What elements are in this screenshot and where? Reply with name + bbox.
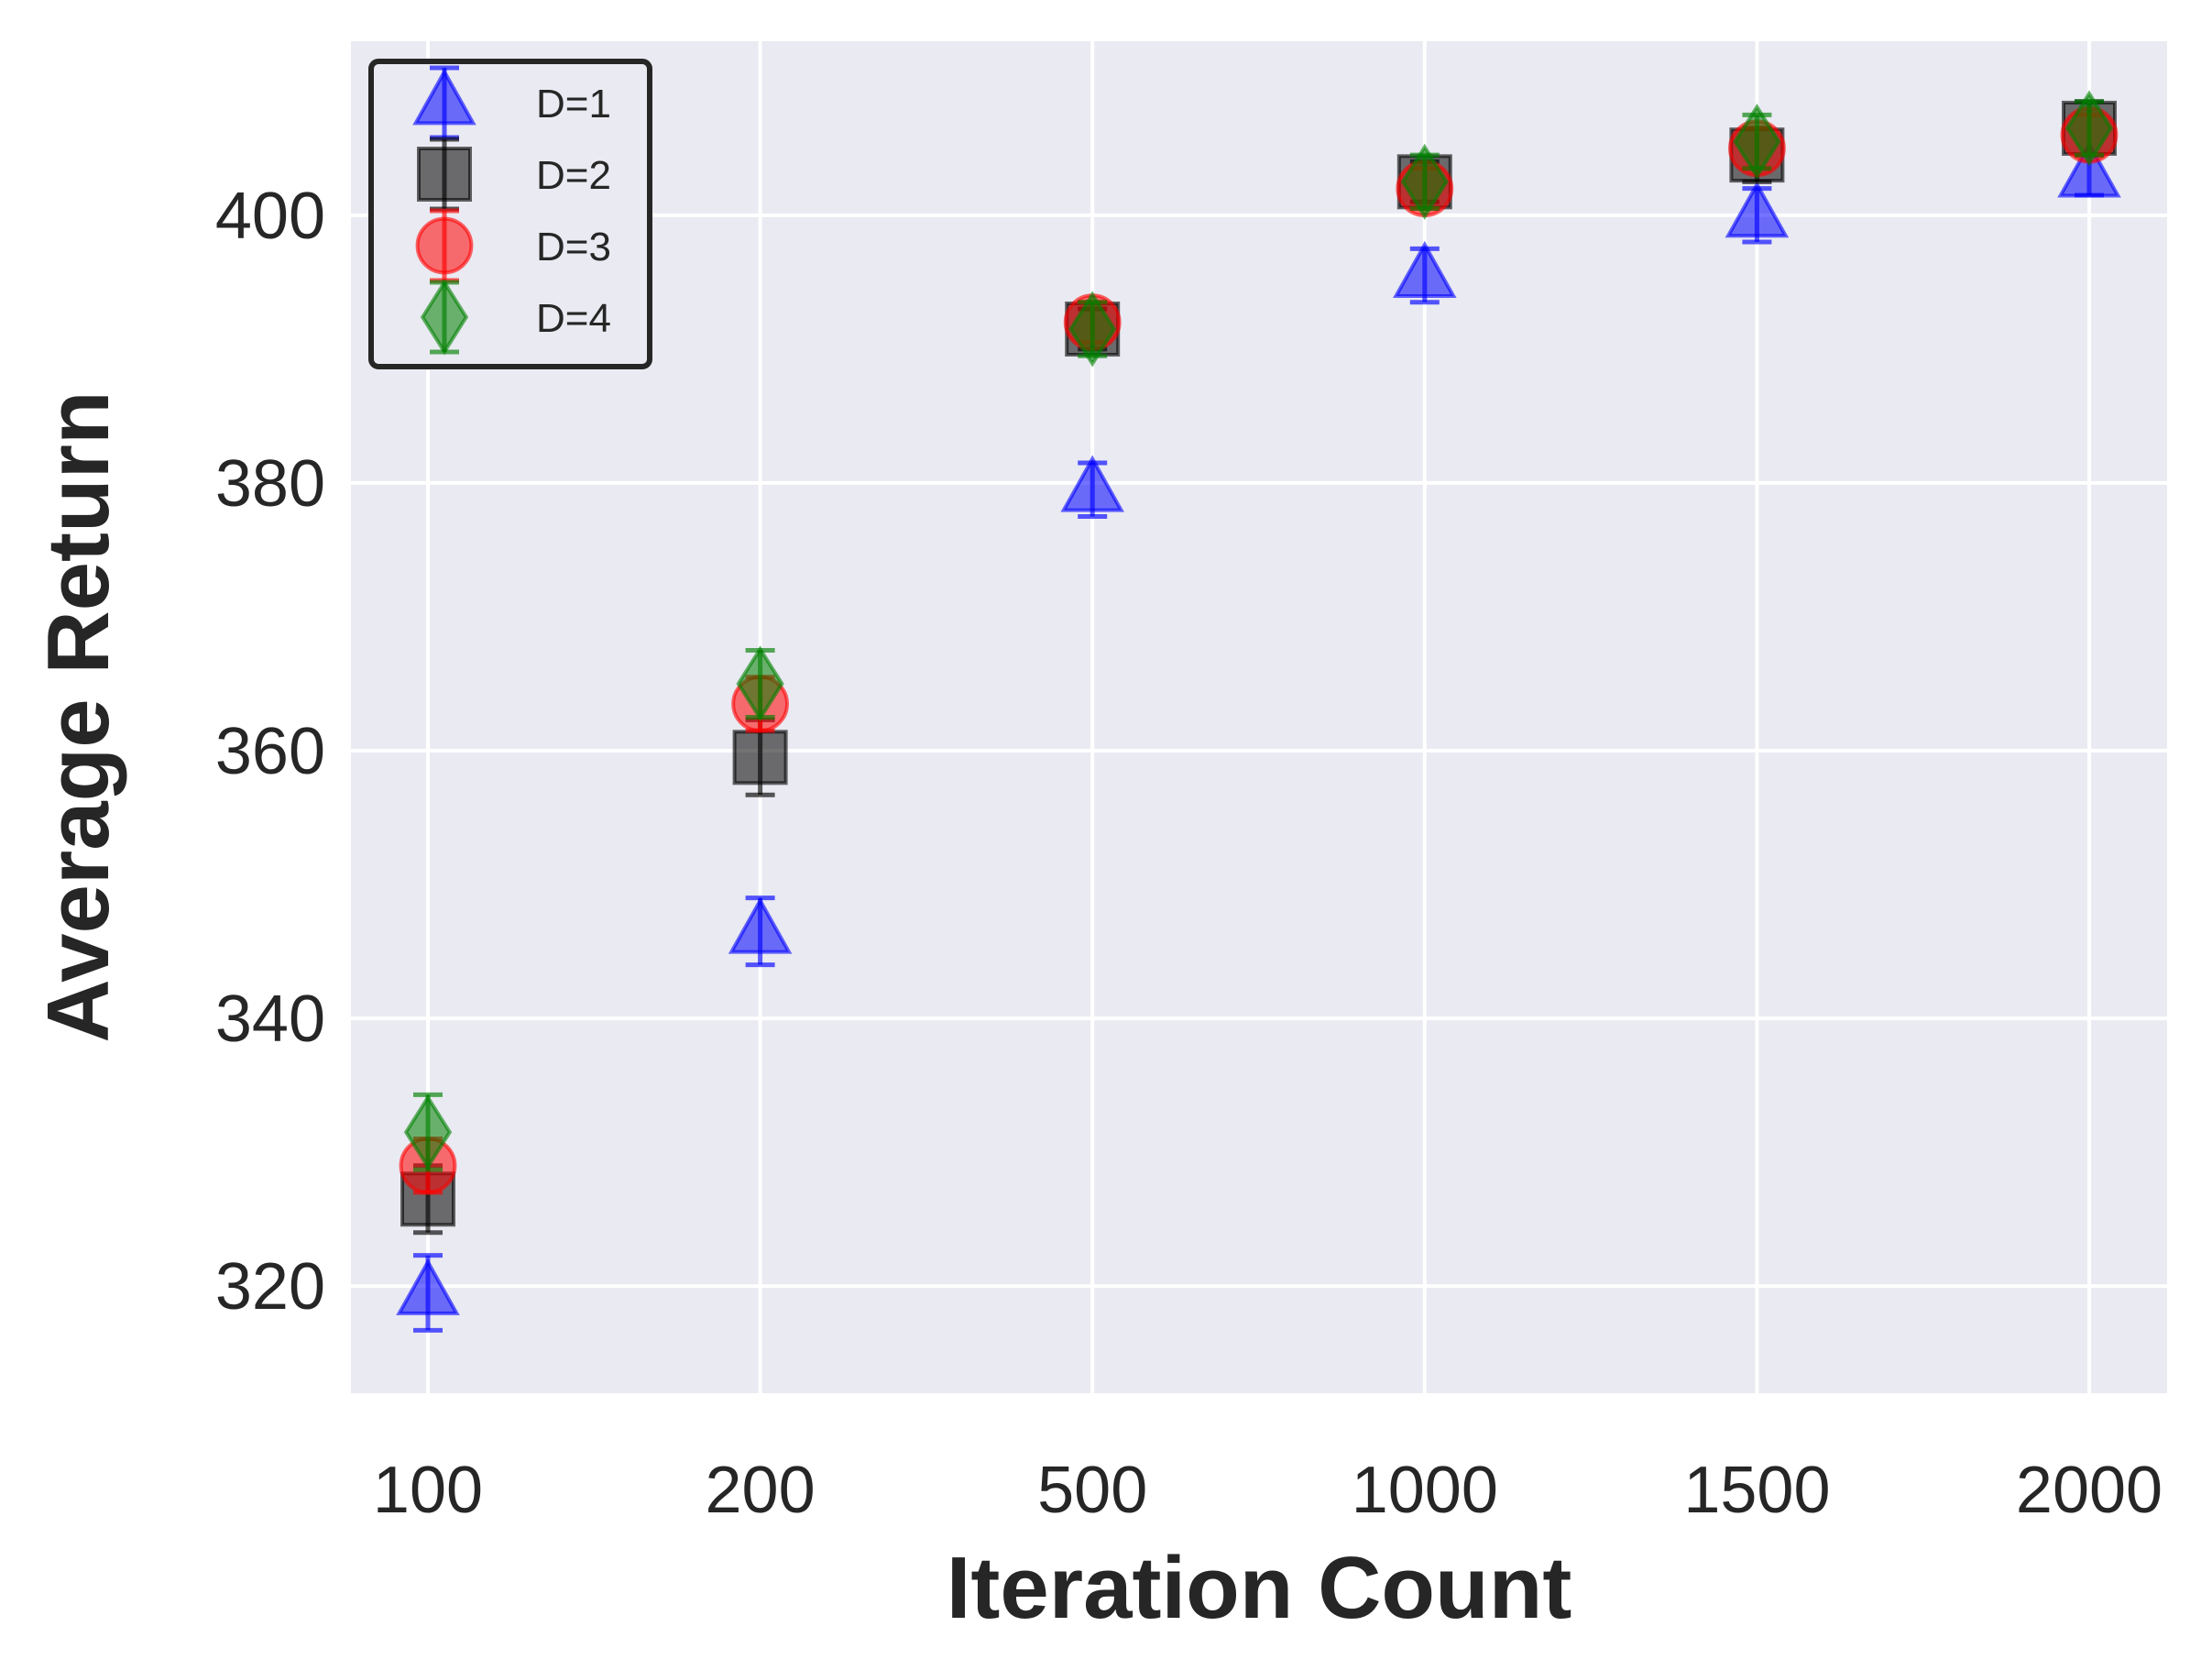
data-point (2057, 140, 2121, 198)
legend-marker (420, 279, 469, 356)
data-point (1393, 240, 1457, 298)
data-point (396, 1258, 460, 1315)
x-tick-label: 200 (706, 1454, 816, 1527)
legend-marker (415, 216, 474, 275)
x-tick-label: 2000 (2016, 1454, 2163, 1527)
data-point (728, 896, 793, 954)
legend-label: D=3 (536, 225, 611, 269)
data-point (1400, 143, 1449, 220)
data-point (732, 730, 788, 786)
data-point (736, 645, 784, 722)
data-point (1733, 103, 1781, 181)
series-triangle (396, 140, 2121, 1333)
data-point (2064, 90, 2114, 167)
x-tick-label: 100 (373, 1454, 483, 1527)
data-point (1068, 291, 1117, 368)
grid-y (351, 213, 2167, 1289)
data-point (403, 1093, 453, 1170)
y-tick-label: 380 (215, 447, 325, 521)
legend-marker (412, 68, 476, 126)
y-tick-label: 320 (215, 1250, 325, 1324)
x-axis-label: Iteration Count (947, 1539, 1572, 1637)
y-tick-label: 360 (215, 715, 325, 788)
x-tick-label: 1000 (1352, 1454, 1498, 1527)
x-tick-label: 1500 (1683, 1454, 1830, 1527)
legend-marker (417, 147, 472, 202)
legend-label: D=4 (536, 296, 611, 341)
data-markers (396, 90, 2121, 1333)
data-point (1725, 181, 1790, 238)
data-point (1060, 455, 1124, 512)
legend-label: D=2 (536, 153, 611, 198)
y-tick-label: 340 (215, 983, 325, 1056)
plot-background (351, 41, 2167, 1393)
y-tick-label: 400 (215, 180, 325, 253)
y-tick-labels: 320 340 360 380 400 (215, 180, 325, 1324)
y-axis-label: Average Return (29, 390, 127, 1042)
x-tick-labels: 100 200 500 1000 1500 2000 (373, 1454, 2163, 1527)
series-diamond (403, 90, 2114, 1172)
legend-label: D=1 (536, 82, 611, 126)
legend: D=1 D=2 D=3 D=4 (368, 59, 652, 369)
x-tick-label: 500 (1037, 1454, 1147, 1527)
